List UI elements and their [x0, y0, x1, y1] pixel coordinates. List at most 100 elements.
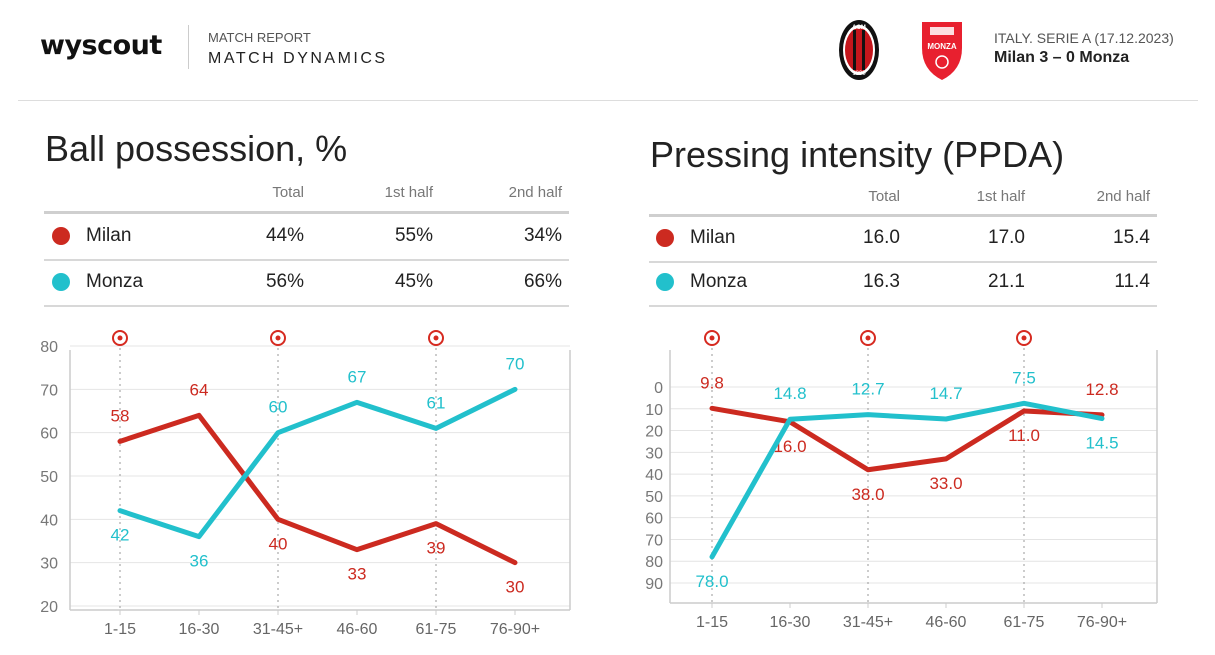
possession-table-rule — [44, 259, 569, 261]
ppda-title: Pressing intensity (PPDA) — [650, 134, 1065, 175]
possession-chart-y-tick-label: 60 — [40, 426, 58, 443]
possession-milan-dot — [52, 227, 70, 245]
milan-crest-text: ACM — [852, 25, 866, 31]
possession-chart-series-milan-data-label: 30 — [506, 578, 525, 597]
possession-chart-y-tick-label: 80 — [40, 339, 58, 356]
possession-chart-x-tick-label: 1-15 — [104, 621, 136, 638]
possession-chart-series-milan-data-label: 39 — [427, 539, 446, 558]
ppda-chart-series-milan-data-label: 9.8 — [700, 373, 724, 392]
ppda-chart-series-milan-data-label: 33.0 — [929, 474, 962, 493]
ppda-chart-series-monza-data-label: 7.5 — [1012, 368, 1036, 387]
ppda-chart-y-tick-label: 80 — [645, 554, 663, 571]
match-score: Milan 3 – 0 Monza — [994, 49, 1130, 66]
ppda-chart-series-monza-data-label: 14.8 — [773, 384, 806, 403]
possession-table-rule — [44, 211, 569, 214]
ppda-col-1st-half: 1st half — [976, 188, 1025, 205]
ppda-chart-y-tick-label: 0 — [654, 380, 663, 397]
report-title: MATCH DYNAMICS — [208, 50, 388, 67]
possession-chart-y-tick-label: 70 — [40, 382, 58, 399]
report-label: MATCH REPORT — [208, 30, 311, 45]
ppda-table-rule — [649, 305, 1157, 307]
possession-chart-y-tick-label: 40 — [40, 512, 58, 529]
ppda-table-rule — [649, 214, 1157, 217]
ppda-monza-1st-half: 21.1 — [988, 271, 1025, 292]
ppda-milan-total: 16.0 — [863, 227, 900, 248]
possession-monza-label: Monza — [86, 271, 144, 292]
possession-monza-total: 56% — [265, 271, 304, 292]
possession-monza-dot — [52, 273, 70, 291]
ppda-chart-y-tick-label: 60 — [645, 511, 663, 528]
ppda-chart: 0 10 20 30 40 50 60 70 80 90 1-15 16-30 31-45+ 46-60 6… — [645, 330, 1158, 631]
possession-chart-series-milan-data-label: 58 — [111, 406, 130, 425]
possession-chart-goal-ball-icon-center — [117, 335, 123, 341]
possession-table-rule — [44, 305, 569, 307]
ppda-chart-y-tick-label: 90 — [645, 576, 663, 593]
ppda-monza-2nd-half: 11.4 — [1114, 271, 1150, 292]
ppda-milan-dot — [656, 229, 674, 247]
ppda-chart-x-tick-label: 61-75 — [1004, 614, 1045, 631]
ppda-chart-series-monza-data-label: 14.5 — [1085, 434, 1118, 453]
ppda-col-2nd-half: 2nd half — [1096, 188, 1150, 205]
possession-chart-series-monza-data-label: 67 — [348, 367, 367, 386]
possession-chart-y-tick-label: 20 — [40, 599, 58, 616]
possession-chart-series-monza-data-label: 36 — [190, 552, 209, 571]
ppda-monza-label: Monza — [690, 271, 748, 292]
ppda-chart-y-tick-label: 10 — [645, 402, 663, 419]
ppda-chart-y-tick-label: 40 — [645, 467, 663, 484]
ppda-chart-series-milan-data-label: 11.0 — [1008, 426, 1040, 445]
possession-milan-1st-half: 55% — [394, 225, 433, 246]
ppda-chart-y-tick-label: 70 — [645, 532, 663, 549]
ppda-chart-series-milan-data-label: 16.0 — [773, 437, 806, 456]
ppda-monza-dot — [656, 273, 674, 291]
possession-chart-goal-ball-icon-center — [275, 335, 281, 341]
milan-crest-year: 1899 — [852, 71, 866, 77]
possession-chart-x-tick-label: 76-90+ — [490, 621, 540, 638]
ppda-chart-x-tick-label: 31-45+ — [843, 614, 893, 631]
possession-chart-x-tick-label: 31-45+ — [253, 621, 303, 638]
possession-milan-total: 44% — [265, 225, 304, 246]
ppda-chart-x-tick-label: 46-60 — [926, 614, 967, 631]
possession-chart-series-milan-line — [117, 412, 518, 566]
ppda-chart-x-tick-label: 1-15 — [696, 614, 728, 631]
ppda-chart-series-milan-data-label: 12.8 — [1085, 380, 1118, 399]
possession-chart-x-tick-label: 46-60 — [337, 621, 378, 638]
ppda-chart-x-tick-label: 76-90+ — [1077, 614, 1127, 631]
ppda-milan-1st-half: 17.0 — [988, 227, 1025, 248]
wyscout-logo: wyscout — [40, 30, 162, 61]
ppda-milan-label: Milan — [690, 227, 736, 248]
possession-title: Ball possession, % — [45, 128, 348, 169]
ppda-chart-series-monza-data-label: 78.0 — [695, 572, 728, 591]
ppda-chart-series-monza-line — [709, 400, 1105, 560]
ppda-milan-2nd-half: 15.4 — [1113, 227, 1150, 248]
ppda-chart-goal-ball-icon-center — [1021, 335, 1027, 341]
possession-col-total: Total — [272, 184, 304, 201]
possession-chart-series-monza-data-label: 70 — [506, 354, 525, 373]
possession-milan-2nd-half: 34% — [523, 225, 562, 246]
possession-chart-x-tick-label: 16-30 — [179, 621, 220, 638]
possession-chart-series-monza-data-label: 60 — [269, 398, 288, 417]
report-header: wyscout MATCH REPORT MATCH DYNAMICS ACM … — [0, 0, 1215, 100]
ppda-monza-total: 16.3 — [863, 271, 900, 292]
possession-chart-series-milan-data-label: 64 — [190, 380, 209, 399]
monza-crest-text: MONZA — [927, 42, 957, 51]
possession-chart-y-tick-label: 30 — [40, 556, 58, 573]
possession-col-1st-half: 1st half — [384, 184, 433, 201]
header-divider — [188, 25, 189, 69]
possession-chart-x-tick-label: 61-75 — [416, 621, 457, 638]
possession-chart-series-milan-data-label: 33 — [348, 565, 367, 584]
ppda-chart-y-tick-label: 20 — [645, 424, 663, 441]
possession-chart-series-monza-data-label: 61 — [427, 393, 446, 412]
ppda-chart-goal-ball-icon-center — [865, 335, 871, 341]
header-separator — [18, 100, 1198, 101]
ppda-chart-y-tick-label: 50 — [645, 489, 663, 506]
milan-crest-icon: ACM 1899 — [839, 20, 879, 80]
ppda-chart-series-monza-data-label: 14.7 — [929, 384, 962, 403]
ppda-chart-goal-ball-icon-center — [709, 335, 715, 341]
possession-col-2nd-half: 2nd half — [508, 184, 562, 201]
ppda-chart-series-milan-data-label: 38.0 — [851, 485, 884, 504]
possession-chart-series-monza-line — [117, 386, 518, 540]
ppda-chart-series-monza-data-label: 12.7 — [851, 380, 884, 399]
possession-chart-y-tick-label: 50 — [40, 469, 58, 486]
ppda-chart-series-milan-line — [709, 405, 1105, 473]
possession-chart-series-milan-data-label: 40 — [269, 534, 288, 553]
